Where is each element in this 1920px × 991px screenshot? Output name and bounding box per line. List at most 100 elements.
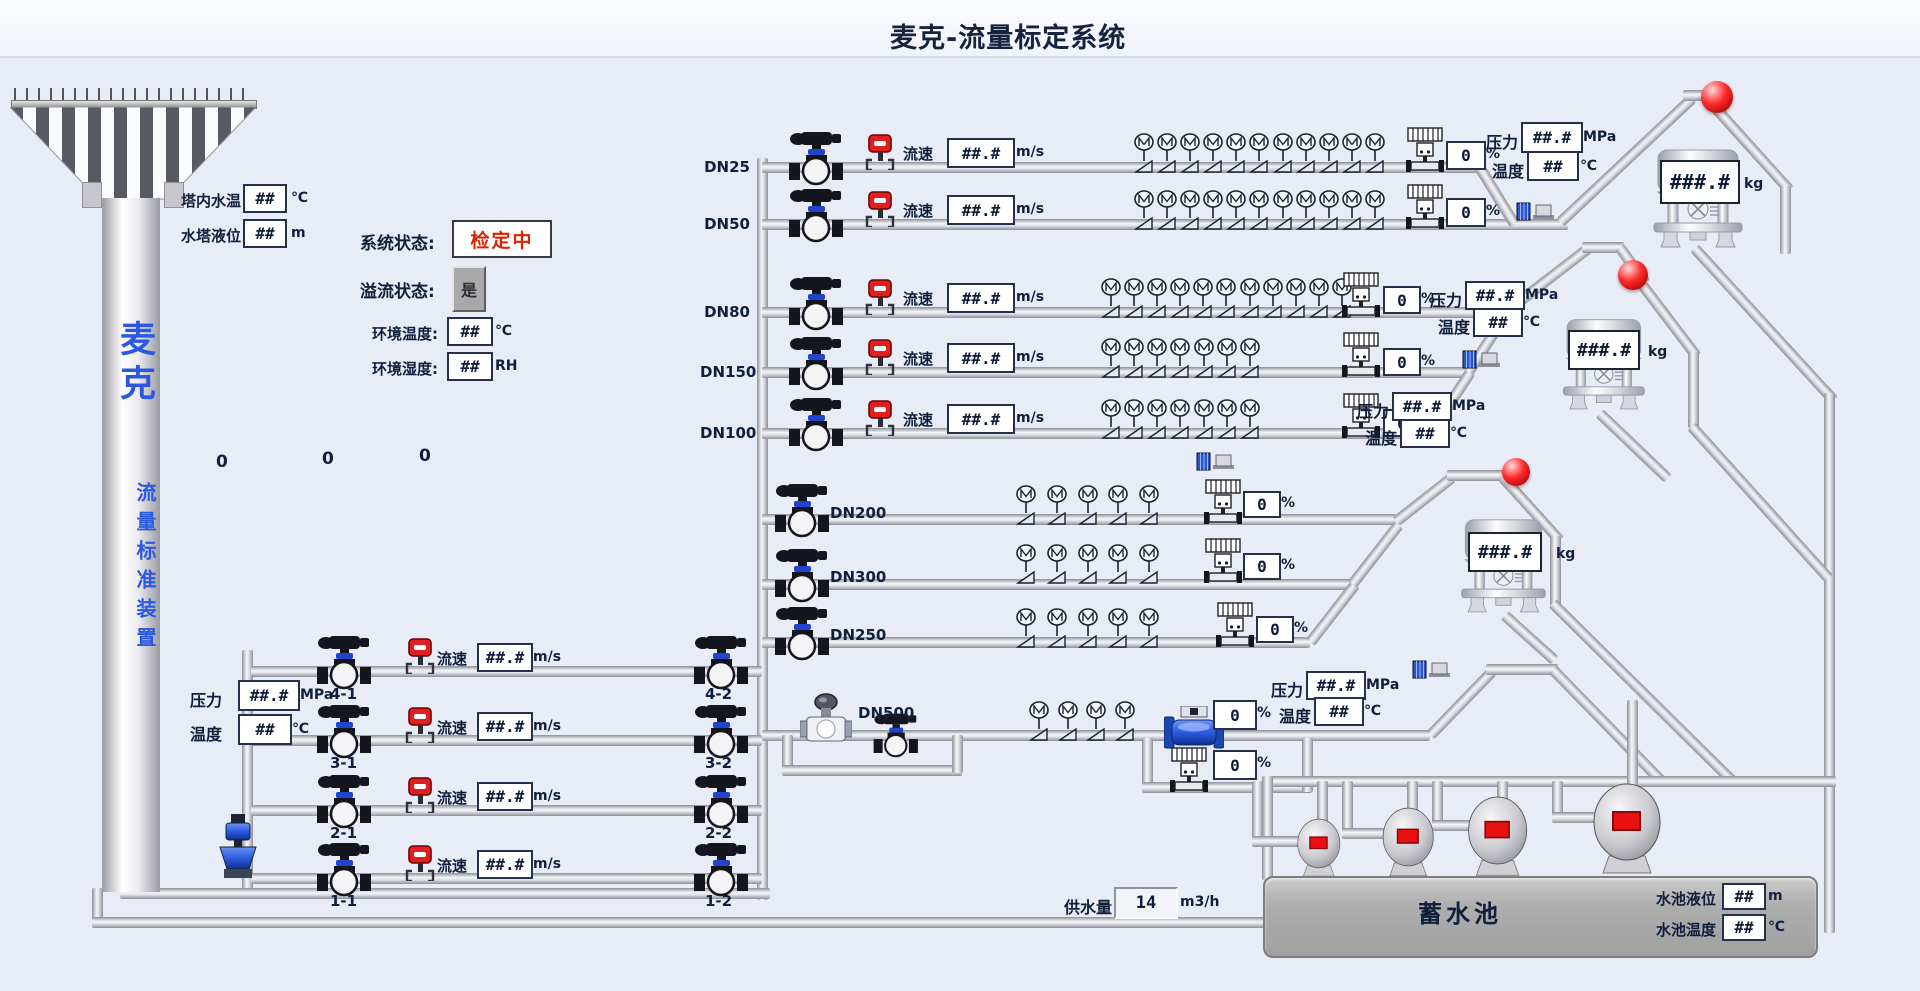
station-valve[interactable] <box>315 773 373 829</box>
motor-valve-icon[interactable] <box>1216 399 1238 439</box>
motor-valve-icon[interactable] <box>1107 608 1129 648</box>
motor-valve-icon[interactable] <box>1225 190 1247 230</box>
motor-valve-icon[interactable] <box>1046 544 1068 584</box>
dn500-flow-meter[interactable] <box>799 692 853 746</box>
motor-valve-icon[interactable] <box>1341 190 1363 230</box>
station-valve[interactable] <box>315 703 373 759</box>
motor-valve-icon[interactable] <box>1193 338 1215 378</box>
motor-valve-icon[interactable] <box>1179 190 1201 230</box>
motor-valve-icon[interactable] <box>1215 278 1237 318</box>
motor-valve-icon[interactable] <box>1015 485 1037 525</box>
line-control-valve[interactable] <box>787 275 845 331</box>
motor-valve-icon[interactable] <box>1169 338 1191 378</box>
motor-valve-icon[interactable] <box>1295 190 1317 230</box>
line-control-valve[interactable] <box>787 335 845 391</box>
motor-valve-icon[interactable] <box>1216 338 1238 378</box>
station-valve[interactable] <box>692 703 750 759</box>
motor-valve-icon[interactable] <box>1015 544 1037 584</box>
motor-valve-icon[interactable] <box>1179 133 1201 173</box>
system-status-value[interactable]: 检定中 <box>452 220 552 258</box>
motor-valve-icon[interactable] <box>1272 133 1294 173</box>
motor-valve-icon[interactable] <box>1123 338 1145 378</box>
motor-valve-icon[interactable] <box>1085 701 1107 741</box>
motor-valve-icon[interactable] <box>1239 399 1261 439</box>
line-control-valve[interactable] <box>787 187 845 243</box>
motor-valve-icon[interactable] <box>1156 133 1178 173</box>
flow-sensor-icon[interactable] <box>405 845 435 883</box>
motor-valve-icon[interactable] <box>1146 278 1168 318</box>
positioner-valve[interactable] <box>1214 601 1256 647</box>
motor-valve-icon[interactable] <box>1146 399 1168 439</box>
line-control-valve[interactable] <box>787 130 845 186</box>
flow-sensor-icon[interactable] <box>405 777 435 815</box>
motor-valve-icon[interactable] <box>1100 399 1122 439</box>
motor-valve-icon[interactable] <box>1225 133 1247 173</box>
positioner-valve[interactable] <box>1202 537 1244 583</box>
overflow-status-button[interactable]: 是 <box>452 266 486 312</box>
line-control-valve[interactable] <box>773 482 831 538</box>
station-valve[interactable] <box>692 773 750 829</box>
motor-valve-icon[interactable] <box>1364 133 1386 173</box>
station-valve[interactable] <box>692 841 750 897</box>
motor-valve-icon[interactable] <box>1248 133 1270 173</box>
flow-sensor-icon[interactable] <box>865 339 895 377</box>
positioner-valve[interactable] <box>1404 126 1446 172</box>
motor-valve-icon[interactable] <box>1046 485 1068 525</box>
water-pump[interactable] <box>1290 814 1354 878</box>
motor-valve-icon[interactable] <box>1123 278 1145 318</box>
motor-valve-icon[interactable] <box>1272 190 1294 230</box>
flow-sensor-icon[interactable] <box>865 279 895 317</box>
motor-valve-icon[interactable] <box>1133 190 1155 230</box>
motor-valve-icon[interactable] <box>1318 190 1340 230</box>
filter-valve[interactable] <box>216 814 260 880</box>
motor-valve-icon[interactable] <box>1364 190 1386 230</box>
motor-valve-icon[interactable] <box>1057 701 1079 741</box>
motor-valve-icon[interactable] <box>1146 338 1168 378</box>
motor-valve-icon[interactable] <box>1138 608 1160 648</box>
motor-valve-icon[interactable] <box>1318 133 1340 173</box>
line-control-valve[interactable] <box>773 605 831 661</box>
motor-valve-icon[interactable] <box>1100 338 1122 378</box>
motor-valve-icon[interactable] <box>1169 399 1191 439</box>
motor-valve-icon[interactable] <box>1341 133 1363 173</box>
positioner-valve[interactable] <box>1340 271 1382 317</box>
motor-valve-icon[interactable] <box>1107 544 1129 584</box>
positioner-valve[interactable] <box>1168 746 1210 792</box>
flow-sensor-icon[interactable] <box>405 707 435 745</box>
motor-valve-icon[interactable] <box>1169 278 1191 318</box>
motor-valve-icon[interactable] <box>1193 399 1215 439</box>
flow-sensor-icon[interactable] <box>405 638 435 676</box>
motor-valve-icon[interactable] <box>1077 608 1099 648</box>
motor-valve-icon[interactable] <box>1202 190 1224 230</box>
flow-sensor-icon[interactable] <box>865 134 895 172</box>
motor-valve-icon[interactable] <box>1262 278 1284 318</box>
motor-valve-icon[interactable] <box>1308 278 1330 318</box>
flow-sensor-icon[interactable] <box>865 191 895 229</box>
station-valve[interactable] <box>692 634 750 690</box>
positioner-valve[interactable] <box>1404 183 1446 229</box>
motor-valve-icon[interactable] <box>1077 485 1099 525</box>
water-pump[interactable] <box>1582 776 1682 876</box>
bypass-valve[interactable] <box>872 712 920 758</box>
motor-valve-icon[interactable] <box>1015 608 1037 648</box>
motor-valve-icon[interactable] <box>1138 544 1160 584</box>
motor-valve-icon[interactable] <box>1239 338 1261 378</box>
motor-valve-icon[interactable] <box>1138 485 1160 525</box>
motor-valve-icon[interactable] <box>1077 544 1099 584</box>
positioner-valve[interactable] <box>1340 331 1382 377</box>
motor-valve-icon[interactable] <box>1239 278 1261 318</box>
positioner-valve[interactable] <box>1340 392 1382 438</box>
motor-valve-icon[interactable] <box>1107 485 1129 525</box>
motor-valve-icon[interactable] <box>1114 701 1136 741</box>
motor-valve-icon[interactable] <box>1028 701 1050 741</box>
station-valve[interactable] <box>315 634 373 690</box>
motor-valve-icon[interactable] <box>1156 190 1178 230</box>
line-control-valve[interactable] <box>773 547 831 603</box>
positioner-valve[interactable] <box>1202 478 1244 524</box>
flow-sensor-icon[interactable] <box>865 400 895 438</box>
motor-valve-icon[interactable] <box>1248 190 1270 230</box>
water-pump[interactable] <box>1458 790 1546 878</box>
motor-valve-icon[interactable] <box>1046 608 1068 648</box>
motor-valve-icon[interactable] <box>1133 133 1155 173</box>
motor-valve-icon[interactable] <box>1285 278 1307 318</box>
